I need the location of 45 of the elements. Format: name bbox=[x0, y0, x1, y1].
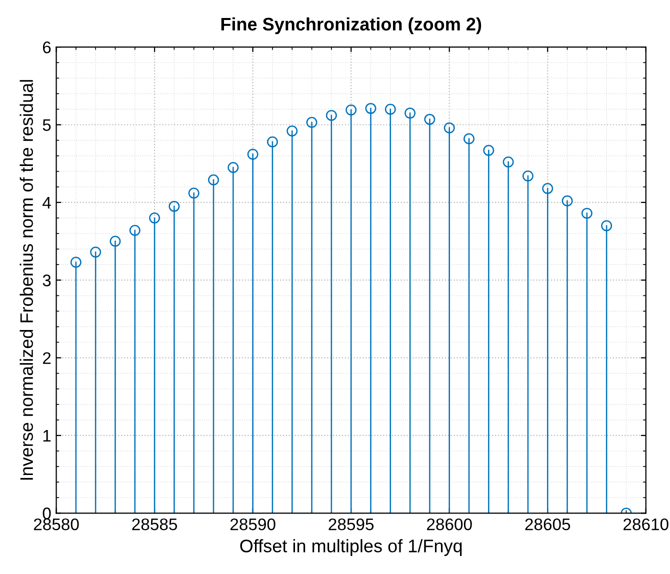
point bbox=[247, 148, 258, 160]
point bbox=[90, 246, 102, 258]
y-tick-label: 0 bbox=[42, 508, 51, 520]
point bbox=[581, 208, 592, 219]
point bbox=[208, 174, 219, 186]
x-tick-label: 28585 bbox=[132, 518, 178, 530]
y-tick-label: 5 bbox=[42, 119, 51, 131]
x-tick-label: 28600 bbox=[427, 518, 472, 530]
point bbox=[228, 162, 239, 173]
point bbox=[149, 212, 160, 224]
point bbox=[522, 170, 534, 182]
y-tick-label: 1 bbox=[43, 430, 51, 442]
point bbox=[70, 256, 82, 268]
point bbox=[483, 144, 494, 156]
point bbox=[562, 195, 573, 206]
point bbox=[326, 110, 337, 121]
y-tick-label: 6 bbox=[42, 41, 51, 54]
y-axis-title: Inverse normalized Frobenius norm of the residual bbox=[20, 80, 34, 480]
point bbox=[424, 114, 436, 125]
x-tick-label: 28610 bbox=[624, 518, 668, 530]
chart-title: Fine Synchronization (zoom 2) bbox=[221, 17, 482, 34]
point bbox=[542, 182, 554, 194]
point bbox=[464, 133, 474, 144]
point bbox=[306, 116, 318, 128]
x-tick-label: 28595 bbox=[328, 518, 374, 530]
x-axis-title: Offset in multiples of 1/Fnyq bbox=[240, 539, 462, 556]
x-tick-label: 28580 bbox=[34, 518, 79, 530]
point bbox=[188, 188, 200, 199]
point bbox=[266, 136, 278, 148]
y-tick-label: 4 bbox=[42, 197, 51, 208]
point bbox=[365, 102, 376, 114]
point bbox=[129, 224, 140, 236]
point bbox=[346, 104, 357, 116]
y-tick-label: 2 bbox=[42, 352, 51, 364]
point bbox=[110, 236, 121, 247]
y-tick-label: 3 bbox=[42, 274, 51, 286]
point bbox=[286, 125, 298, 136]
point bbox=[384, 104, 396, 115]
x-tick-label: 28605 bbox=[525, 518, 570, 530]
point bbox=[444, 122, 455, 134]
x-tick-label: 28590 bbox=[230, 518, 276, 530]
point bbox=[168, 200, 180, 212]
point bbox=[404, 108, 416, 119]
point bbox=[601, 220, 612, 232]
point bbox=[502, 156, 514, 168]
